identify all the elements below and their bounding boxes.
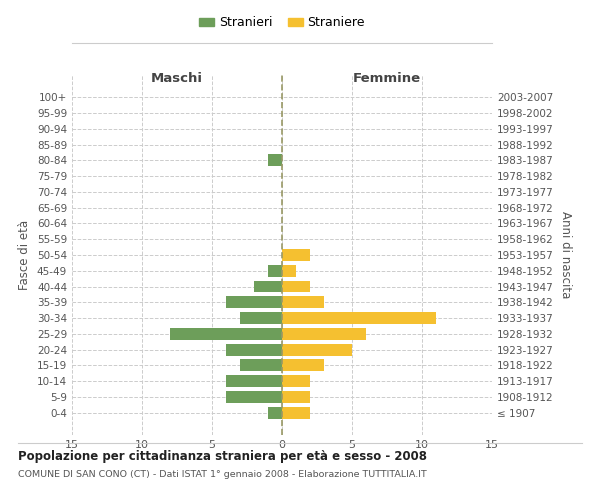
Text: Maschi: Maschi — [151, 72, 203, 85]
Legend: Stranieri, Straniere: Stranieri, Straniere — [194, 11, 370, 34]
Bar — [254, 280, 282, 292]
Bar — [282, 296, 324, 308]
Bar — [282, 328, 366, 340]
Bar — [282, 249, 310, 261]
Bar — [282, 391, 310, 403]
Bar — [282, 265, 296, 276]
Y-axis label: Anni di nascita: Anni di nascita — [559, 212, 572, 298]
Text: Popolazione per cittadinanza straniera per età e sesso - 2008: Popolazione per cittadinanza straniera p… — [18, 450, 427, 463]
Bar — [268, 407, 282, 418]
Bar — [282, 312, 436, 324]
Bar — [226, 296, 282, 308]
Bar — [170, 328, 282, 340]
Bar — [226, 344, 282, 355]
Bar — [268, 154, 282, 166]
Bar — [282, 360, 324, 372]
Bar — [282, 344, 352, 355]
Bar — [282, 407, 310, 418]
Bar — [240, 312, 282, 324]
Bar — [240, 360, 282, 372]
Bar — [268, 265, 282, 276]
Text: COMUNE DI SAN CONO (CT) - Dati ISTAT 1° gennaio 2008 - Elaborazione TUTTITALIA.I: COMUNE DI SAN CONO (CT) - Dati ISTAT 1° … — [18, 470, 427, 479]
Bar — [226, 376, 282, 387]
Y-axis label: Fasce di età: Fasce di età — [19, 220, 31, 290]
Text: Femmine: Femmine — [353, 72, 421, 85]
Bar — [282, 280, 310, 292]
Bar — [226, 391, 282, 403]
Bar — [282, 376, 310, 387]
